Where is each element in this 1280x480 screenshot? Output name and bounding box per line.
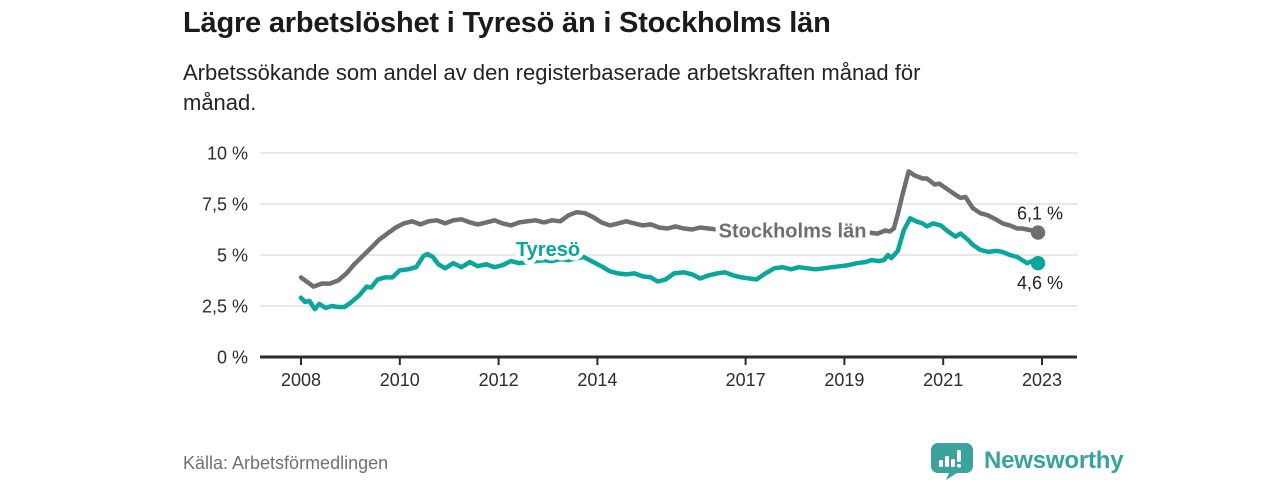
x-tick-label: 2010 bbox=[380, 370, 420, 390]
series-line-tyreso bbox=[298, 216, 1041, 312]
chart-subtitle-line1: Arbetssökande som andel av den registerb… bbox=[183, 60, 921, 85]
series-end-dot bbox=[1030, 255, 1046, 271]
series-end-value-label: 4,6 % bbox=[1017, 273, 1063, 293]
logo-bar-chart-glyph bbox=[939, 450, 961, 468]
x-tick-label: 2023 bbox=[1022, 370, 1062, 390]
newsworthy-wordmark: Newsworthy bbox=[984, 447, 1124, 474]
newsworthy-logo-icon bbox=[931, 443, 973, 480]
series-end-value-label: 6,1 % bbox=[1017, 204, 1063, 224]
chart-subtitle: Arbetssökande som andel av den registerb… bbox=[183, 58, 920, 118]
x-tick-label: 2012 bbox=[479, 370, 519, 390]
y-tick-label: 0 % bbox=[217, 348, 248, 368]
newsworthy-logo[interactable]: Newsworthy bbox=[930, 442, 1124, 480]
series-end-dot bbox=[1030, 225, 1046, 240]
page-title: Lägre arbetslöshet i Tyresö än i Stockho… bbox=[183, 7, 831, 39]
x-tick-label: 2017 bbox=[726, 370, 766, 390]
x-tick-label: 2008 bbox=[281, 370, 321, 390]
series-line-stockholms-lan bbox=[298, 169, 1041, 289]
series-label-tyreso: Tyresö bbox=[516, 239, 580, 261]
x-tick-label: 2021 bbox=[923, 370, 963, 390]
y-tick-label: 10 % bbox=[207, 144, 248, 164]
y-tick-label: 7,5 % bbox=[202, 195, 248, 215]
chart-subtitle-line2: månad. bbox=[183, 90, 257, 115]
y-tick-label: 2,5 % bbox=[202, 297, 248, 317]
x-tick-label: 2014 bbox=[577, 370, 617, 390]
source-note: Källa: Arbetsförmedlingen bbox=[183, 453, 389, 473]
series-label-stockholms-lan: Stockholms län bbox=[719, 221, 867, 243]
x-tick-label: 2019 bbox=[824, 370, 864, 390]
y-tick-label: 5 % bbox=[217, 246, 248, 266]
